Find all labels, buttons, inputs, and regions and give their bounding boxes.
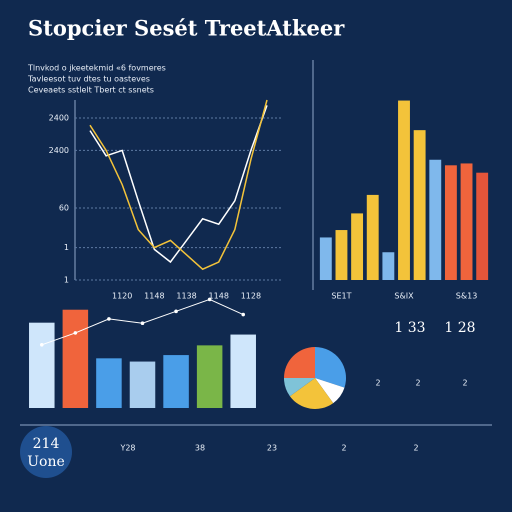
pie-slice	[284, 378, 315, 397]
badge-label: Uone	[27, 454, 65, 470]
point	[107, 317, 111, 321]
x-tick-label: 1148	[209, 292, 229, 301]
stat: 2	[462, 379, 467, 388]
point	[140, 321, 145, 326]
footer-label: Y28	[119, 444, 135, 453]
stat: 1 28	[444, 320, 475, 336]
note: Tavleesot tuv dtes tu oasteves	[27, 75, 150, 84]
bar	[62, 309, 89, 408]
footer-label: 2	[413, 444, 418, 453]
bar	[163, 355, 189, 408]
bar	[319, 237, 332, 280]
bar	[476, 172, 489, 280]
bar	[230, 334, 256, 408]
pie-slice	[315, 347, 346, 388]
y-tick-label: 1	[64, 276, 69, 285]
badge	[20, 426, 72, 478]
title: Stopcier Sesét TreetAtkeer	[28, 16, 345, 41]
line	[89, 105, 268, 264]
bar	[366, 194, 379, 280]
bar	[460, 163, 473, 280]
y-tick-label: 2400	[49, 114, 69, 123]
bar	[335, 230, 348, 280]
note: Tlnvkod o jkeetekmid «6 fovmeres	[27, 64, 166, 73]
bar	[444, 165, 457, 280]
bar	[29, 322, 55, 408]
badge-value: 214	[33, 436, 60, 452]
footer-label: 2	[341, 444, 346, 453]
pie-slice	[289, 378, 334, 409]
x-tick-label: S&IX	[394, 292, 414, 301]
footer-label: 23	[267, 444, 277, 453]
x-tick-label: 1148	[144, 292, 164, 301]
bar	[196, 345, 223, 408]
y-tick-label: 1	[64, 243, 69, 252]
stat: 1 33	[394, 320, 425, 336]
point	[39, 343, 44, 347]
x-tick-label: SE1T	[331, 292, 351, 301]
pie-slice	[315, 378, 345, 404]
footer-label: 38	[195, 444, 205, 453]
stat: 2	[415, 379, 420, 388]
point	[241, 312, 246, 317]
x-tick-label: 1120	[112, 292, 132, 301]
bar	[413, 130, 426, 280]
bar	[351, 213, 364, 280]
y-tick-label: 2400	[49, 146, 69, 155]
stat: 2	[375, 379, 380, 388]
x-tick-label: 1128	[241, 292, 261, 301]
bar	[382, 252, 395, 280]
bar	[129, 361, 156, 408]
y-tick-label: 60	[59, 204, 69, 213]
bar	[96, 358, 122, 408]
pie-slice	[284, 347, 315, 378]
point	[73, 331, 78, 335]
bar	[429, 159, 442, 280]
x-tick-label: S&13	[456, 292, 478, 301]
line	[89, 99, 268, 271]
point	[207, 297, 212, 302]
point	[174, 309, 178, 314]
bar	[398, 100, 410, 280]
x-tick-label: 1138	[176, 292, 196, 301]
note: Ceveaets sstlelt Tbert ct ssnets	[28, 86, 154, 95]
